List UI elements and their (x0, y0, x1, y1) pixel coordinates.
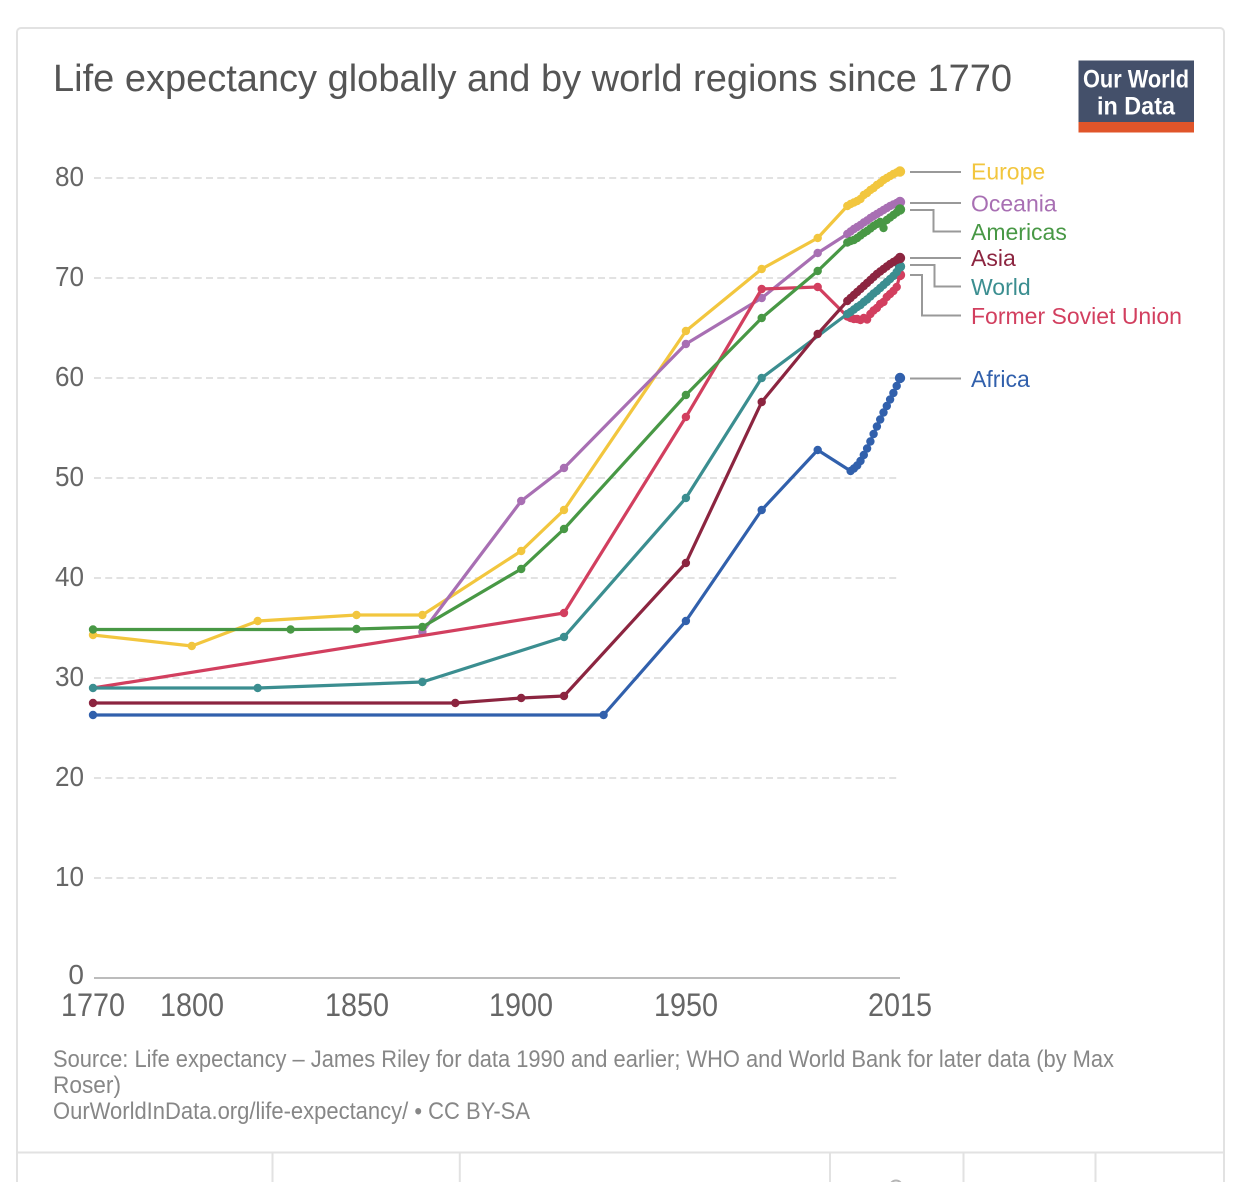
svg-text:Oceania: Oceania (971, 190, 1057, 216)
svg-text:OurWorldInData.org/life-expect: OurWorldInData.org/life-expectancy/ • CC… (53, 1098, 530, 1125)
svg-text:Our World: Our World (1083, 66, 1189, 94)
svg-text:0: 0 (68, 959, 84, 990)
svg-text:40: 40 (55, 561, 84, 592)
svg-text:1770: 1770 (61, 987, 125, 1023)
svg-text:1850: 1850 (325, 987, 389, 1023)
svg-text:Africa: Africa (971, 366, 1030, 392)
svg-text:Asia: Asia (971, 245, 1016, 271)
svg-text:80: 80 (55, 161, 84, 192)
svg-text:World: World (971, 274, 1031, 300)
svg-text:Life expectancy globally and b: Life expectancy globally and by world re… (53, 58, 1012, 100)
svg-text:1800: 1800 (160, 987, 224, 1023)
svg-text:1950: 1950 (654, 987, 718, 1023)
svg-text:1900: 1900 (489, 987, 553, 1023)
svg-text:in Data: in Data (1097, 93, 1176, 121)
svg-text:Former Soviet Union: Former Soviet Union (971, 303, 1182, 329)
svg-text:60: 60 (55, 361, 84, 392)
svg-text:20: 20 (55, 761, 84, 792)
svg-text:Europe: Europe (971, 158, 1045, 184)
svg-text:2015: 2015 (868, 987, 932, 1023)
svg-text:10: 10 (55, 861, 84, 892)
svg-text:Source: Life expectancy – Jame: Source: Life expectancy – James Riley fo… (53, 1046, 1114, 1073)
svg-text:Americas: Americas (971, 219, 1067, 245)
svg-text:30: 30 (55, 661, 84, 692)
svg-text:50: 50 (55, 461, 84, 492)
svg-text:Roser): Roser) (53, 1072, 121, 1099)
svg-text:70: 70 (55, 261, 84, 292)
